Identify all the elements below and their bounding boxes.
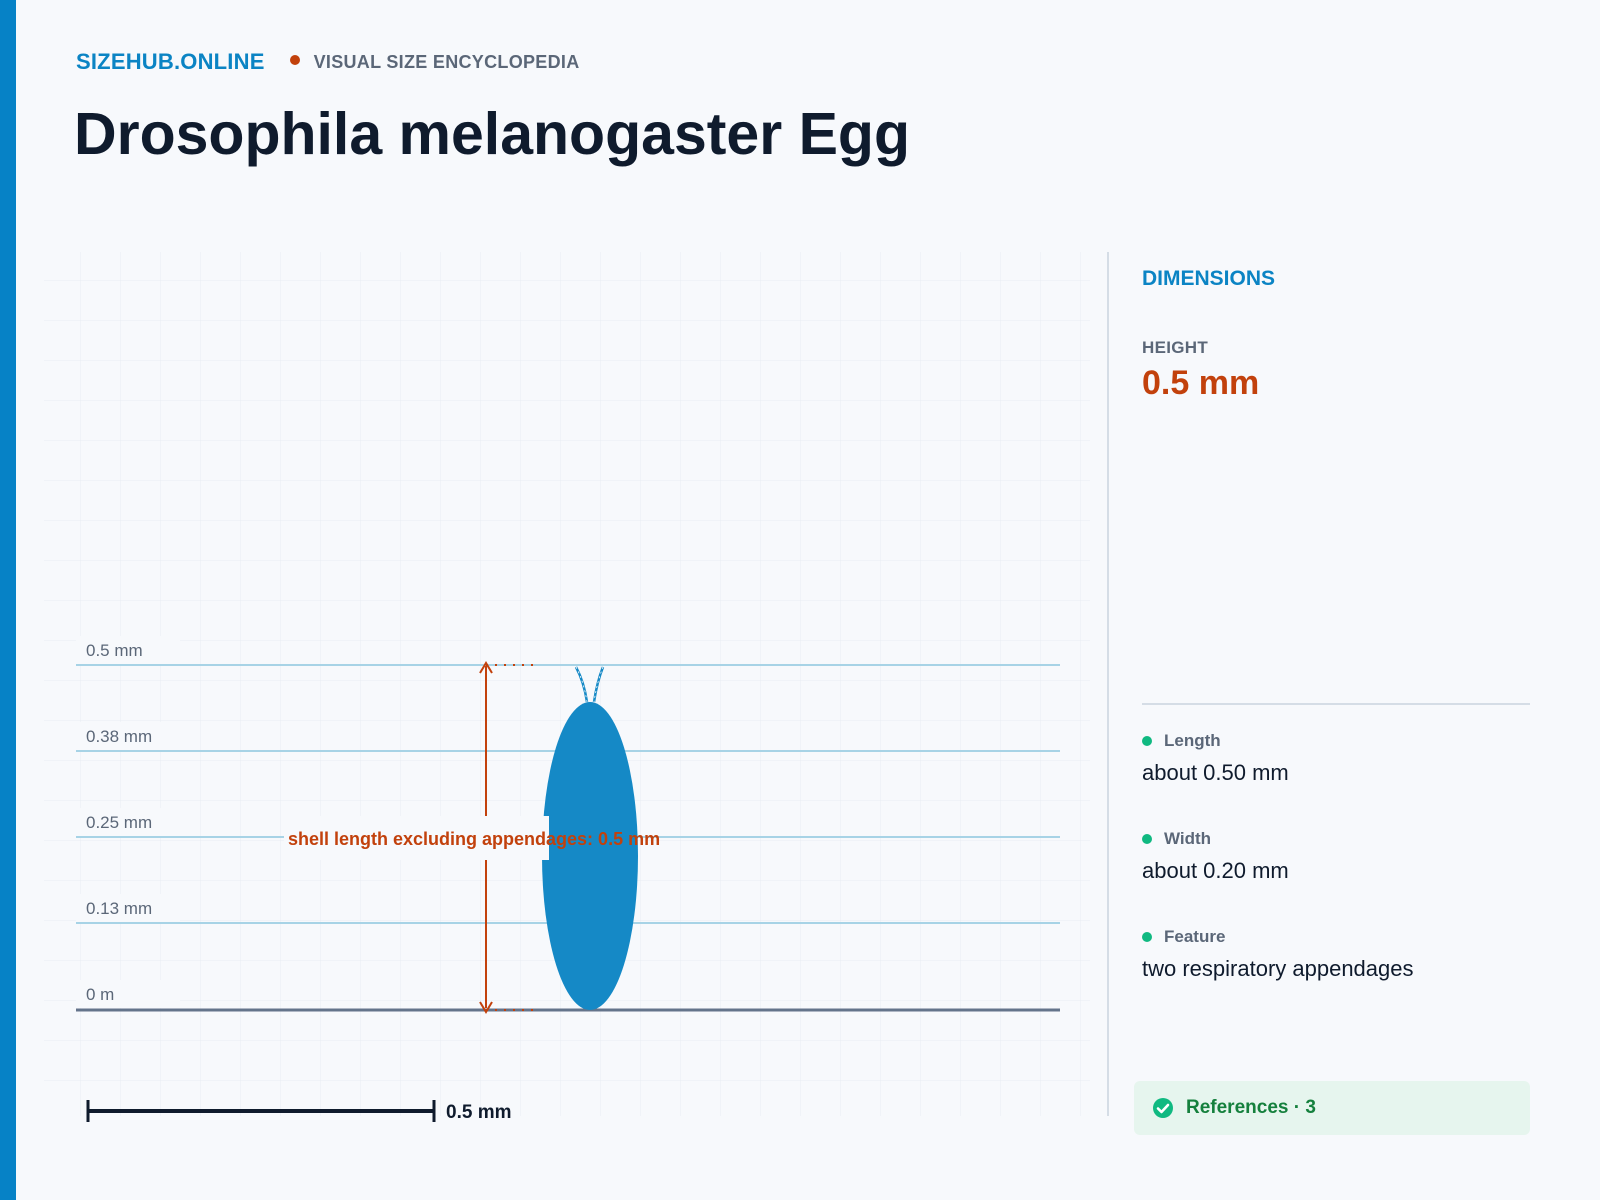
annotation-backdrop <box>284 816 549 860</box>
accent-bar <box>0 0 16 1200</box>
fact-length: Length about 0.50 mm <box>1142 730 1289 786</box>
scale-bar-label: 0.5 mm <box>446 1102 511 1123</box>
bullet-dot-icon <box>1142 932 1152 942</box>
fact-width: Width about 0.20 mm <box>1142 828 1289 884</box>
tick-label-top: 0.5 mm <box>86 641 143 660</box>
tick-label-1: 0.13 mm <box>86 899 152 918</box>
respiratory-appendage-right <box>592 666 605 703</box>
bullet-dot-icon <box>1142 736 1152 746</box>
site-brand[interactable]: SIZEHUB.ONLINE <box>76 49 265 74</box>
drosophila-egg <box>542 666 638 1010</box>
check-circle-icon <box>1152 1097 1174 1119</box>
height-annotation: shell length excluding appendages: 0.5 m… <box>288 829 660 849</box>
fact-name: Width <box>1164 829 1212 848</box>
tick-label-0: 0 m <box>86 985 114 1004</box>
brand-row: SIZEHUB.ONLINE VISUAL SIZE ENCYCLOPEDIA <box>76 47 580 77</box>
fact-feature: Feature two respiratory appendages <box>1142 926 1414 982</box>
references-button[interactable]: References · 3 <box>1134 1081 1530 1135</box>
egg-shell <box>542 702 638 1010</box>
fact-name: Feature <box>1164 927 1226 946</box>
page-title: Drosophila melanogaster Egg <box>74 101 910 167</box>
respiratory-appendage-left <box>574 666 589 703</box>
panel-rule <box>1142 703 1530 705</box>
bullet-dot-icon <box>1142 834 1152 844</box>
size-diagram: 0.5 mm 0.38 mm 0.25 mm 0.13 mm 0 m shell… <box>44 252 1090 1123</box>
fact-value: about 0.50 mm <box>1142 760 1289 785</box>
fact-value: about 0.20 mm <box>1142 858 1289 883</box>
height-value: 0.5 mm <box>1142 364 1260 402</box>
tick-label-2: 0.25 mm <box>86 813 152 832</box>
height-label: HEIGHT <box>1142 338 1209 357</box>
panel-divider <box>1107 252 1109 1116</box>
separator-dot <box>289 55 300 65</box>
scale-bar: 0.5 mm <box>86 1100 511 1123</box>
panel-heading: DIMENSIONS <box>1142 267 1276 290</box>
fact-name: Length <box>1164 731 1221 750</box>
references-label: References · 3 <box>1186 1097 1316 1118</box>
tick-label-3: 0.38 mm <box>86 727 152 746</box>
site-tagline: VISUAL SIZE ENCYCLOPEDIA <box>313 51 580 72</box>
fact-value: two respiratory appendages <box>1142 956 1414 981</box>
